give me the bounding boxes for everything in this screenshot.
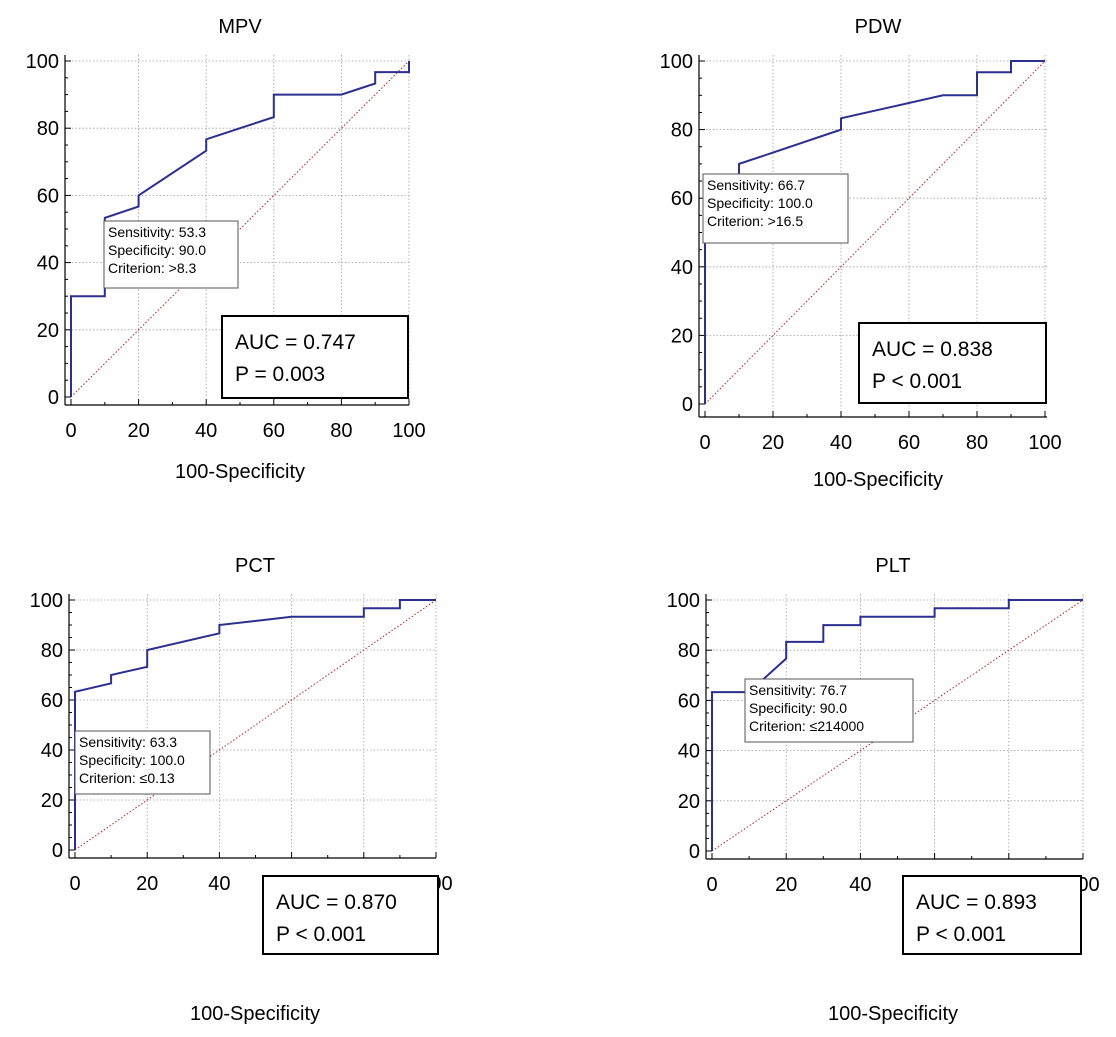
- roc-panel-mpv: MPV 0 20 40 60 80 100 0 20 40 60 80 100 100-Specifici…: [26, 16, 426, 483]
- criterion-box-line: Specificity: 90.0: [108, 242, 206, 258]
- y-tick-label: 20: [678, 791, 700, 813]
- x-axis-label: 100-Specificity: [813, 469, 943, 491]
- stats-box: AUC = 0.870 P < 0.001: [262, 875, 439, 955]
- y-tick-label: 20: [37, 320, 59, 342]
- x-axis-label: 100-Specificity: [828, 1003, 958, 1025]
- y-tick-label: 80: [678, 640, 700, 662]
- criterion-box: Sensitivity: 76.7 Specificity: 90.0 Criter…: [744, 678, 914, 743]
- y-tick-label: 0: [48, 387, 59, 409]
- y-tick-label: 0: [682, 394, 693, 416]
- y-tick-label: 60: [37, 185, 59, 207]
- x-tick-label: 80: [330, 420, 352, 442]
- criterion-box-line: Sensitivity: 63.3: [79, 734, 177, 750]
- x-tick-label: 40: [195, 420, 217, 442]
- p-value-label: P < 0.001: [872, 370, 962, 393]
- auc-label: AUC = 0.838: [872, 338, 993, 361]
- criterion-box-line: Criterion: >16.5: [707, 213, 803, 229]
- y-tick-label: 100: [667, 590, 700, 612]
- y-tick-label: 60: [671, 188, 693, 210]
- x-tick-label: 40: [830, 432, 852, 454]
- criterion-box-line: Criterion: >8.3: [108, 260, 197, 276]
- stats-box: AUC = 0.893 P < 0.001: [902, 875, 1082, 955]
- x-tick-label: 60: [263, 420, 285, 442]
- stats-box-frame: [262, 875, 439, 955]
- auc-label: AUC = 0.893: [916, 891, 1037, 914]
- x-tick-label: 0: [699, 432, 710, 454]
- y-tick-label: 40: [678, 741, 700, 763]
- criterion-box: Sensitivity: 63.3 Specificity: 100.0 Crite…: [74, 730, 211, 795]
- criterion-box: Sensitivity: 66.7 Specificity: 100.0 Crite…: [702, 173, 849, 244]
- y-tick-label: 0: [689, 841, 700, 863]
- criterion-box-line: Specificity: 100.0: [707, 195, 813, 211]
- y-tick-label: 100: [660, 51, 693, 73]
- stats-box-frame: [221, 315, 409, 399]
- criterion-box-line: Specificity: 100.0: [79, 752, 185, 768]
- roc-panel-plt: PLT020406080100020406080100100-Specifici…: [667, 555, 1100, 1025]
- criterion-box: Sensitivity: 53.3 Specificity: 90.0 Criter…: [103, 220, 239, 289]
- y-tick-label: 80: [41, 640, 63, 662]
- criterion-box-line: Specificity: 90.0: [749, 700, 847, 716]
- y-tick-label: 60: [678, 690, 700, 712]
- x-tick-label: 100: [392, 420, 425, 442]
- roc-curve: [74, 599, 436, 850]
- reference-diagonal: [74, 599, 437, 851]
- x-tick-label: 20: [762, 432, 784, 454]
- stats-box: AUC = 0.747 P = 0.003: [221, 315, 409, 399]
- p-value-label: P < 0.001: [276, 923, 366, 946]
- x-axis-label: 100-Specificity: [190, 1003, 320, 1025]
- x-tick-label: 60: [898, 432, 920, 454]
- y-tick-label: 0: [52, 840, 63, 862]
- x-tick-label: 20: [136, 873, 158, 895]
- y-tick-label: 40: [37, 253, 59, 275]
- x-tick-label: 0: [65, 420, 76, 442]
- criterion-box-frame: [702, 173, 849, 244]
- criterion-box-line: Criterion: ≤214000: [749, 718, 864, 734]
- p-value-label: P = 0.003: [235, 363, 325, 386]
- stats-box: AUC = 0.838 P < 0.001: [858, 322, 1047, 404]
- x-tick-label: 100: [1028, 432, 1061, 454]
- criterion-box-frame: [103, 220, 239, 289]
- y-tick-label: 20: [41, 790, 63, 812]
- chart-title: PLT: [875, 555, 910, 577]
- y-tick-label: 60: [41, 690, 63, 712]
- y-tick-label: 100: [26, 51, 59, 73]
- auc-label: AUC = 0.870: [276, 891, 397, 914]
- reference-diagonal: [711, 599, 1084, 852]
- stats-box-frame: [858, 322, 1047, 404]
- y-tick-label: 20: [671, 325, 693, 347]
- x-tick-label: 40: [208, 873, 230, 895]
- y-tick-label: 100: [30, 590, 63, 612]
- criterion-box-line: Sensitivity: 53.3: [108, 224, 206, 240]
- criterion-box-frame: [744, 678, 914, 743]
- p-value-label: P < 0.001: [916, 923, 1006, 946]
- criterion-box-line: Criterion: ≤0.13: [79, 770, 175, 786]
- y-tick-label: 80: [37, 118, 59, 140]
- y-tick-label: 80: [671, 120, 693, 142]
- auc-label: AUC = 0.747: [235, 331, 356, 354]
- criterion-box-line: Sensitivity: 66.7: [707, 177, 805, 193]
- x-tick-label: 20: [775, 874, 797, 896]
- reference-diagonal: [70, 60, 410, 398]
- x-tick-label: 0: [69, 873, 80, 895]
- x-tick-label: 40: [849, 874, 871, 896]
- y-tick-label: 40: [671, 257, 693, 279]
- criterion-box-frame: [74, 730, 211, 795]
- x-tick-label: 20: [127, 420, 149, 442]
- roc-panel-pct: PCT020406080100020406080100100-Specifici…: [30, 555, 453, 1025]
- criterion-box-line: Sensitivity: 76.7: [749, 682, 847, 698]
- x-axis-label: 100-Specificity: [175, 461, 305, 483]
- chart-title: PDW: [855, 16, 902, 38]
- chart-title: MPV: [218, 16, 262, 38]
- chart-title: PCT: [235, 555, 275, 577]
- x-tick-label: 0: [706, 874, 717, 896]
- x-tick-label: 80: [966, 432, 988, 454]
- y-tick-label: 40: [41, 740, 63, 762]
- stats-box-frame: [902, 875, 1082, 955]
- roc-panel-pdw: PDW 0 20 40 60 80 100 0 20 40 60 80 100 100-Specifici…: [660, 16, 1062, 491]
